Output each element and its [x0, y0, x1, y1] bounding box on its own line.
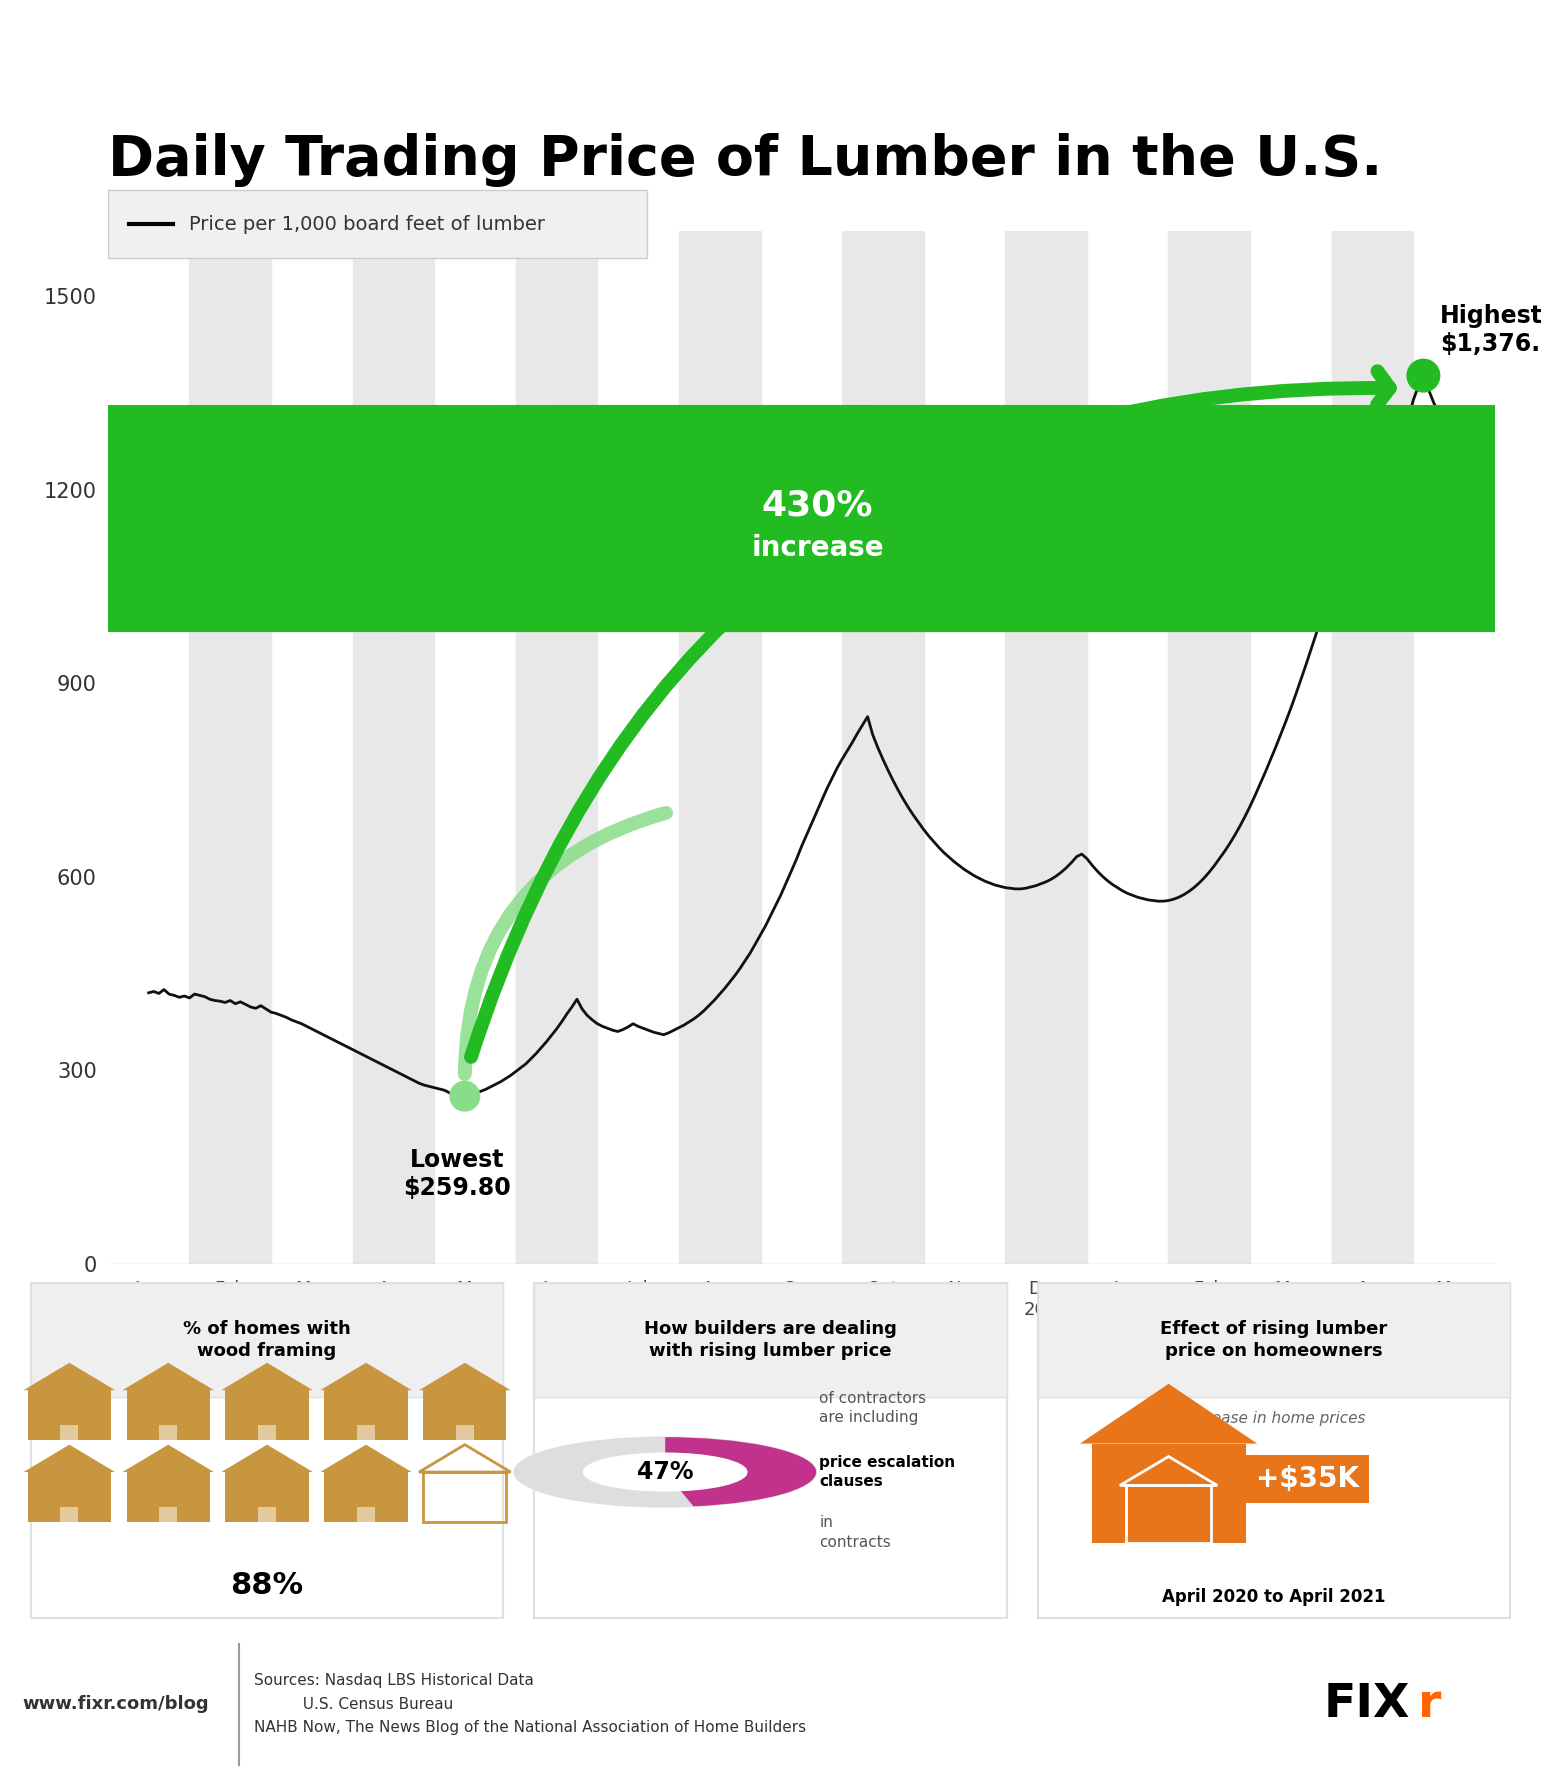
FancyArrowPatch shape	[472, 372, 1390, 1057]
FancyBboxPatch shape	[31, 1283, 504, 1618]
Text: % of homes with
wood framing: % of homes with wood framing	[183, 1321, 351, 1360]
Text: Increase in home prices: Increase in home prices	[1182, 1412, 1365, 1426]
Bar	[841, 231, 923, 1264]
Polygon shape	[23, 1363, 116, 1390]
Text: in
contracts: in contracts	[820, 1515, 891, 1550]
Bar	[190, 231, 271, 1264]
Polygon shape	[225, 1472, 308, 1522]
Polygon shape	[358, 1508, 374, 1522]
Bar	[353, 231, 435, 1264]
Polygon shape	[122, 1445, 214, 1472]
Polygon shape	[456, 1426, 475, 1440]
Text: +$35K: +$35K	[1256, 1465, 1359, 1493]
Wedge shape	[666, 1436, 817, 1506]
Circle shape	[0, 406, 1541, 632]
Polygon shape	[222, 1363, 313, 1390]
Bar	[1168, 231, 1250, 1264]
Text: Price per 1,000 board feet of lumber: Price per 1,000 board feet of lumber	[188, 215, 546, 233]
Polygon shape	[324, 1472, 407, 1522]
Point	[1412, 361, 1436, 390]
Text: price escalation
clauses: price escalation clauses	[820, 1454, 955, 1490]
Polygon shape	[225, 1390, 308, 1440]
Bar	[1331, 231, 1413, 1264]
Text: Sources: Nasdaq LBS Historical Data
          U.S. Census Bureau
NAHB Now, The N: Sources: Nasdaq LBS Historical Data U.S.…	[254, 1673, 806, 1735]
Text: Effect of rising lumber
price on homeowners: Effect of rising lumber price on homeown…	[1160, 1321, 1387, 1360]
Text: 430%: 430%	[761, 490, 874, 523]
Text: increase: increase	[752, 534, 885, 561]
Polygon shape	[23, 1445, 116, 1472]
Text: Lowest
$259.80: Lowest $259.80	[402, 1148, 510, 1200]
Polygon shape	[358, 1426, 374, 1440]
Bar	[516, 231, 598, 1264]
Polygon shape	[257, 1508, 276, 1522]
Text: of contractors
are including: of contractors are including	[820, 1390, 926, 1426]
Polygon shape	[257, 1426, 276, 1440]
Polygon shape	[159, 1426, 177, 1440]
Text: April 2020 to April 2021: April 2020 to April 2021	[1162, 1588, 1385, 1606]
FancyBboxPatch shape	[1037, 1283, 1510, 1397]
Polygon shape	[1091, 1444, 1245, 1543]
Text: 88%: 88%	[231, 1572, 304, 1600]
Circle shape	[515, 1436, 817, 1508]
Text: Highest
$1,376.50: Highest $1,376.50	[1439, 304, 1541, 356]
Polygon shape	[324, 1390, 407, 1440]
Polygon shape	[419, 1363, 510, 1390]
Polygon shape	[28, 1472, 111, 1522]
Text: r: r	[1418, 1682, 1441, 1727]
Text: How builders are dealing
with rising lumber price: How builders are dealing with rising lum…	[644, 1321, 897, 1360]
Text: www.fixr.com/blog: www.fixr.com/blog	[22, 1695, 210, 1714]
Polygon shape	[28, 1390, 111, 1440]
Text: 47%: 47%	[636, 1460, 693, 1485]
FancyBboxPatch shape	[31, 1283, 504, 1397]
Circle shape	[584, 1452, 747, 1492]
Polygon shape	[222, 1445, 313, 1472]
Polygon shape	[159, 1508, 177, 1522]
Bar	[1005, 231, 1086, 1264]
Polygon shape	[126, 1390, 210, 1440]
FancyBboxPatch shape	[535, 1283, 1006, 1397]
Text: FIX: FIX	[1324, 1682, 1410, 1727]
Bar	[680, 231, 761, 1264]
Polygon shape	[126, 1472, 210, 1522]
FancyArrowPatch shape	[465, 813, 666, 1073]
Polygon shape	[1080, 1383, 1257, 1444]
Polygon shape	[321, 1363, 411, 1390]
Polygon shape	[60, 1426, 79, 1440]
FancyBboxPatch shape	[535, 1283, 1006, 1618]
Polygon shape	[60, 1508, 79, 1522]
Point	[453, 1082, 478, 1111]
Text: Daily Trading Price of Lumber in the U.S.: Daily Trading Price of Lumber in the U.S…	[108, 134, 1382, 187]
Polygon shape	[122, 1363, 214, 1390]
Polygon shape	[424, 1390, 507, 1440]
Polygon shape	[321, 1445, 411, 1472]
FancyBboxPatch shape	[1037, 1283, 1510, 1618]
FancyBboxPatch shape	[108, 190, 647, 258]
